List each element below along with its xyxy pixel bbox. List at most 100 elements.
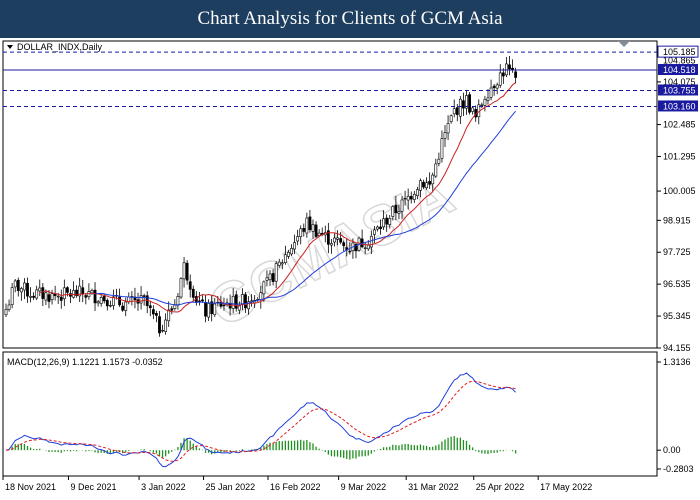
- candle-body: [388, 218, 392, 225]
- candle-body: [406, 195, 410, 201]
- candle-body: [283, 254, 287, 263]
- candle-body: [23, 282, 26, 291]
- candle-body: [422, 182, 425, 188]
- candle-body: [317, 232, 321, 236]
- candle-body: [505, 63, 508, 76]
- candle-body: [112, 296, 115, 306]
- price-axis-label: 100.005: [663, 186, 696, 196]
- candle-body: [185, 262, 189, 281]
- candle-body: [102, 295, 106, 302]
- candle-body: [59, 296, 63, 301]
- macd-axis-label: 0.00: [663, 445, 681, 455]
- candle-body: [480, 104, 484, 106]
- candle-body: [462, 100, 465, 109]
- candle-body: [452, 108, 456, 115]
- price-level-tag: [658, 84, 698, 96]
- candle-body: [299, 228, 303, 238]
- candle-body: [271, 273, 275, 282]
- candle-body: [425, 182, 428, 189]
- candle-body: [179, 278, 183, 298]
- symbol-dropdown-icon[interactable]: [7, 45, 13, 49]
- candle-body: [99, 297, 103, 304]
- candle-body: [437, 158, 441, 164]
- candle-body: [495, 84, 499, 89]
- price-level-tag-label: 103.160: [663, 101, 696, 111]
- candle-body: [222, 304, 226, 307]
- candle-body: [514, 71, 518, 78]
- price-level-tag-label: 103.755: [663, 85, 696, 95]
- candle-body: [259, 292, 263, 300]
- price-axis-label: 97.725: [663, 247, 691, 257]
- candle-body: [333, 237, 336, 243]
- candle-body: [161, 329, 164, 332]
- candle-body: [305, 217, 309, 234]
- price-axis-label: 101.295: [663, 151, 696, 161]
- candle-body: [240, 294, 244, 305]
- candle-body: [234, 294, 238, 309]
- date-axis-label: 16 Feb 2022: [270, 482, 321, 492]
- candle-body: [336, 237, 339, 240]
- candle-body: [330, 243, 333, 246]
- date-axis-label: 9 Dec 2021: [70, 482, 116, 492]
- candle-body: [93, 289, 97, 304]
- candle-body: [176, 296, 180, 306]
- candle-body: [268, 273, 272, 281]
- candle-body: [124, 301, 128, 311]
- candle-body: [302, 228, 306, 232]
- price-axis-label: 95.345: [663, 311, 691, 321]
- candle-body: [4, 309, 8, 316]
- chart-shift-marker-icon[interactable]: [618, 41, 630, 47]
- candle-body: [465, 95, 468, 109]
- candle-body: [354, 244, 358, 252]
- candle-body: [167, 309, 171, 322]
- candle-body: [158, 316, 161, 334]
- candle-body: [90, 289, 94, 294]
- candle-body: [16, 279, 20, 291]
- candle-body: [81, 287, 85, 294]
- candle-body: [41, 287, 45, 299]
- candle-body: [440, 138, 444, 159]
- price-level-tag-label: 104.518: [663, 65, 696, 75]
- candle-body: [219, 301, 223, 307]
- candle-body: [419, 180, 422, 191]
- candle-body: [434, 163, 438, 177]
- candle-body: [449, 115, 453, 122]
- price-axis-label: 96.535: [663, 279, 691, 289]
- candle-body: [394, 204, 398, 214]
- price-chart: GCMASIA 102.485101.295100.00598.91597.72…: [0, 38, 700, 500]
- candle-body: [244, 294, 247, 309]
- candle-body: [339, 238, 343, 243]
- candle-body: [455, 107, 459, 115]
- candle-body: [191, 288, 195, 298]
- macd-signal-line: [5, 380, 516, 462]
- candle-body: [72, 290, 75, 298]
- price-level-tag: [657, 45, 699, 58]
- candle-body: [379, 226, 382, 229]
- candle-body: [492, 85, 496, 89]
- moving-average-fast-line: [39, 82, 516, 313]
- candle-body: [431, 174, 435, 185]
- price-level-label: 104.075: [663, 77, 696, 87]
- candle-body: [148, 305, 152, 309]
- date-axis-label: 3 Jan 2022: [141, 482, 186, 492]
- price-level-tag-label: 105.185: [663, 47, 696, 57]
- candle-body: [376, 226, 379, 230]
- candle-body: [96, 301, 100, 304]
- candle-body: [213, 303, 217, 315]
- candle-body: [170, 308, 174, 311]
- candle-body: [412, 193, 416, 200]
- candle-body: [53, 293, 57, 296]
- candle-body: [326, 230, 330, 245]
- candle-body: [265, 277, 269, 281]
- price-axis-label-overlapped: 104.865: [663, 56, 696, 66]
- candle-body: [47, 294, 51, 302]
- candle-body: [293, 242, 296, 250]
- macd-pane: [2, 351, 658, 477]
- candle-body: [13, 280, 17, 288]
- price-level-tag: [658, 64, 698, 76]
- candle-body: [66, 287, 69, 293]
- price-axis-label: 94.155: [663, 343, 691, 353]
- candle-body: [207, 303, 211, 318]
- candle-body: [151, 309, 155, 315]
- macd-label: MACD(12,26,9) 1.1221 1.1573 -0.0352: [7, 357, 163, 367]
